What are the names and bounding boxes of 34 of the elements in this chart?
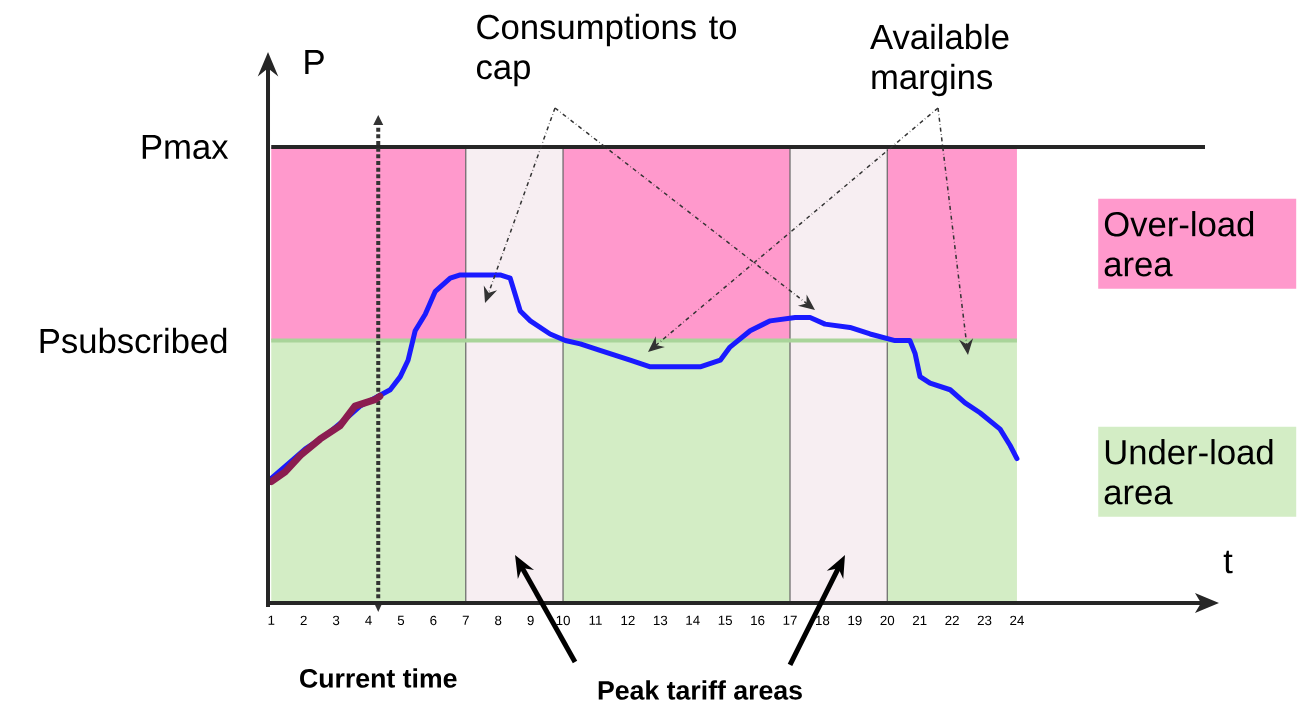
text: Available margins: [870, 23, 1009, 97]
x-tick-label: 7: [462, 615, 469, 625]
x-tick-label: 14: [686, 615, 700, 625]
x-tick-label: 24: [1010, 615, 1024, 626]
x-tick-label: 9: [527, 615, 534, 626]
x-tick-label: 11: [589, 615, 602, 625]
x-tick-label: 22: [945, 615, 959, 626]
x-tick-label: 21: [912, 615, 927, 626]
x-tick-label: 10: [556, 615, 570, 626]
x-tick-label: 18: [816, 615, 830, 626]
x-tick-label: 20: [880, 615, 895, 626]
band-label: Over-load area: [1104, 211, 1254, 277]
ref-line-label: Current time: [300, 668, 457, 688]
x-tick-label: 2: [300, 615, 307, 626]
x-tick-label: 6: [430, 615, 437, 626]
x-tick-label: 23: [977, 615, 992, 626]
x-tick-label: 5: [397, 615, 405, 625]
x-tick-label: 13: [653, 615, 668, 626]
x-tick-label: 8: [495, 615, 502, 626]
text: Peak tariff areas: [598, 680, 802, 700]
x-tick-label: 19: [848, 615, 862, 626]
text: Consumptions to cap: [476, 13, 737, 87]
ref-line-label: Pmax: [142, 134, 229, 160]
x-tick-label: 15: [718, 615, 733, 625]
x-tick-label: 1: [268, 615, 275, 625]
x-tick-label: 16: [751, 615, 765, 626]
band-label: Under-load area: [1104, 439, 1273, 505]
x-tick-label: 17: [783, 615, 797, 625]
text: t: [1223, 550, 1233, 574]
x-tick-label: 4: [365, 615, 372, 625]
x-tick-label: 12: [621, 615, 635, 626]
x-tick-label: 3: [332, 615, 340, 626]
text: P: [305, 50, 324, 74]
ref-line-label: Psubscribed: [40, 327, 227, 354]
